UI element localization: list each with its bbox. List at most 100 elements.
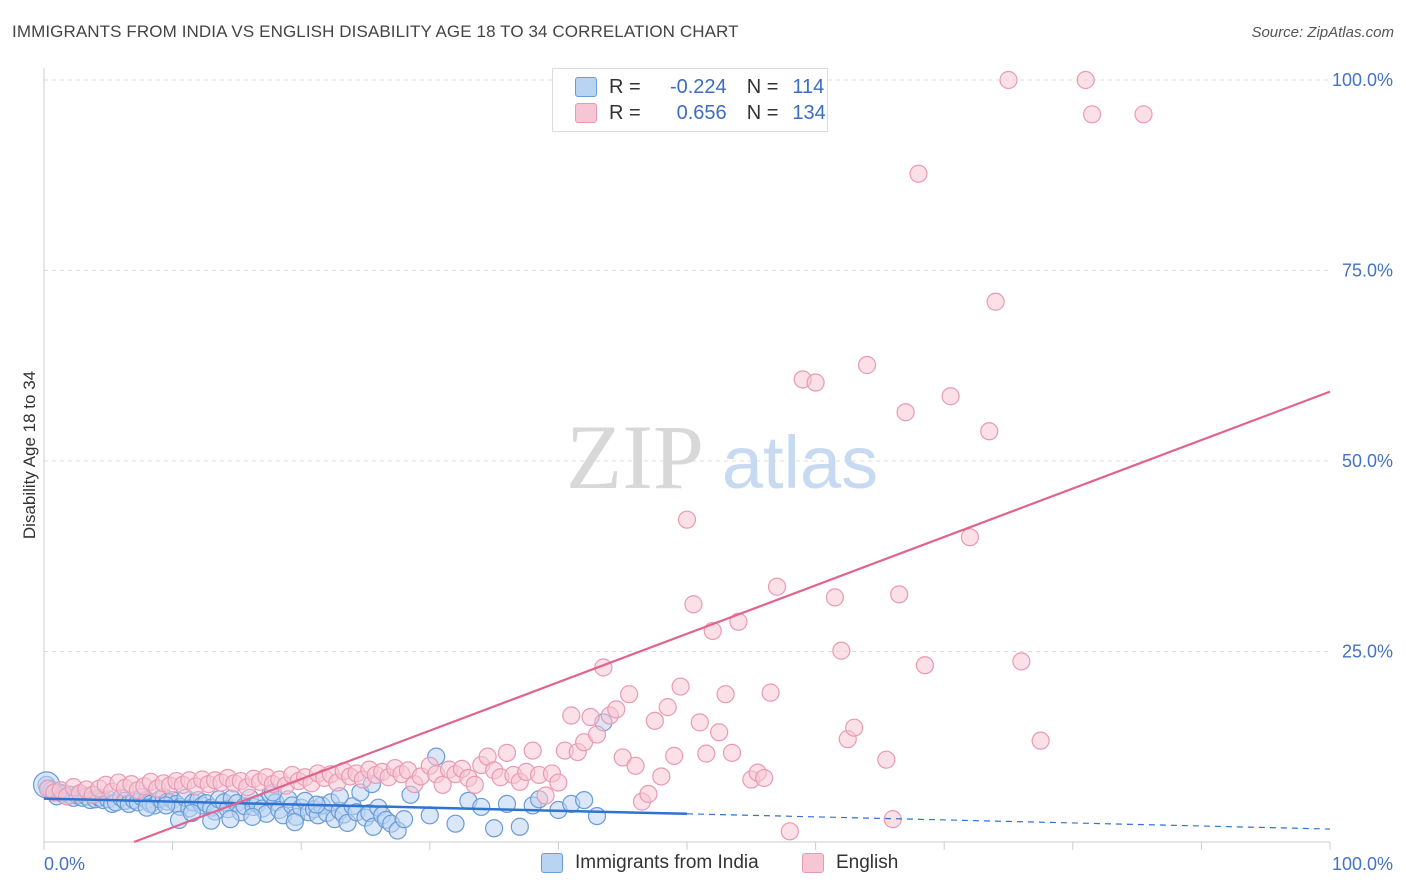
x-tick-label: 0.0%: [44, 854, 85, 874]
y-tick-label: 25.0%: [1342, 642, 1393, 662]
legend-r-label: R =: [609, 101, 641, 124]
point-english: [980, 422, 999, 441]
bottom-legend-label-india: Immigrants from India: [575, 852, 759, 873]
point-english: [607, 700, 626, 719]
watermark: ZIP atlas: [566, 406, 878, 508]
point-english: [825, 588, 844, 607]
y-tick-label: 50.0%: [1342, 451, 1393, 471]
point-english: [613, 748, 632, 767]
point-english: [986, 292, 1005, 311]
trend-line-india-extension: [686, 813, 1331, 830]
point-india: [285, 813, 304, 832]
chart-title: IMMIGRANTS FROM INDIA VS ENGLISH DISABIL…: [12, 22, 739, 41]
legend-n-label: N =: [746, 101, 779, 124]
legend-row-india: R = -0.224 N = 114: [575, 74, 824, 100]
y-tick-label: 100.0%: [1332, 70, 1393, 90]
legend-n-label: N =: [746, 75, 779, 98]
point-india: [243, 807, 262, 826]
point-india: [446, 814, 465, 833]
point-india: [510, 817, 529, 836]
watermark-atlas: atlas: [722, 421, 878, 504]
legend-n-value-english: 134: [792, 101, 826, 124]
point-india: [221, 810, 240, 829]
point-english: [761, 683, 780, 702]
point-english: [890, 585, 909, 604]
point-english: [652, 767, 671, 786]
bottom-legend-swatch-english: [802, 853, 824, 873]
point-english: [497, 743, 517, 762]
point-english: [1031, 731, 1050, 750]
legend-row-english: R = 0.656 N = 134: [575, 100, 826, 126]
legend-swatch-india: [575, 77, 597, 97]
trend-line-english: [133, 390, 1331, 844]
point-english: [1076, 70, 1095, 90]
point-india: [157, 796, 176, 815]
legend-swatch-english: [575, 103, 597, 123]
bottom-legend-swatch-india: [541, 853, 563, 873]
axes: [43, 68, 1331, 850]
point-english: [536, 786, 555, 805]
point-english: [767, 577, 787, 596]
point-english: [697, 744, 716, 763]
point-english: [960, 528, 980, 547]
y-tick-label: 75.0%: [1342, 261, 1393, 281]
source-label: Source: ZipAtlas.com: [1251, 24, 1394, 41]
point-india: [137, 798, 156, 817]
trend-line-india: [43, 797, 688, 816]
point-english: [587, 725, 607, 744]
x-tick-label: 100.0%: [1332, 854, 1393, 874]
legend-n-value-india: 114: [792, 75, 825, 98]
point-english: [999, 70, 1018, 90]
bottom-legend-label-english: English: [836, 852, 899, 873]
point-india: [182, 803, 201, 823]
point-english: [806, 373, 825, 392]
point-english: [877, 750, 896, 769]
point-india: [394, 810, 414, 829]
grid: [44, 79, 1330, 652]
point-english: [562, 706, 581, 725]
point-india: [497, 794, 517, 814]
point-english: [658, 698, 677, 717]
point-english: [626, 756, 645, 775]
point-english: [581, 707, 600, 727]
point-english: [941, 387, 960, 406]
point-english: [465, 775, 484, 794]
point-india: [472, 797, 491, 817]
bottom-legend-english[interactable]: English: [802, 852, 898, 874]
point-english: [1134, 105, 1153, 124]
point-india: [575, 790, 594, 810]
point-english: [896, 403, 915, 422]
point-india: [420, 806, 439, 825]
point-english: [549, 773, 568, 792]
legend-r-value-india: -0.224: [669, 75, 727, 98]
point-english: [690, 713, 709, 732]
bottom-legend-india[interactable]: Immigrants from India: [541, 852, 759, 874]
correlation-legend: R = -0.224 N = 114 R = 0.656 N = 134: [552, 68, 828, 132]
point-english: [845, 718, 864, 737]
point-english: [1012, 652, 1031, 671]
point-english: [909, 164, 928, 183]
point-english: [620, 685, 639, 704]
point-english: [857, 355, 877, 375]
point-english: [780, 822, 799, 841]
legend-r-value-english: 0.656: [676, 101, 727, 124]
point-english: [639, 784, 658, 804]
point-english: [684, 595, 703, 614]
watermark-zip: ZIP: [566, 406, 704, 508]
point-english: [710, 723, 729, 742]
point-english: [433, 775, 452, 794]
point-english: [755, 768, 774, 788]
point-english: [1082, 105, 1102, 124]
legend-r-label: R =: [609, 75, 641, 98]
point-india: [485, 819, 504, 838]
point-india: [587, 806, 607, 826]
trend-lines: [43, 390, 1331, 844]
point-english: [677, 510, 697, 529]
point-english: [671, 677, 690, 696]
point-english: [915, 656, 935, 675]
point-english: [832, 641, 851, 660]
point-english: [716, 685, 735, 704]
point-english: [665, 746, 684, 765]
tick-labels: 25.0% 50.0% 75.0% 100.0% 0.0% 100.0%: [44, 70, 1393, 874]
